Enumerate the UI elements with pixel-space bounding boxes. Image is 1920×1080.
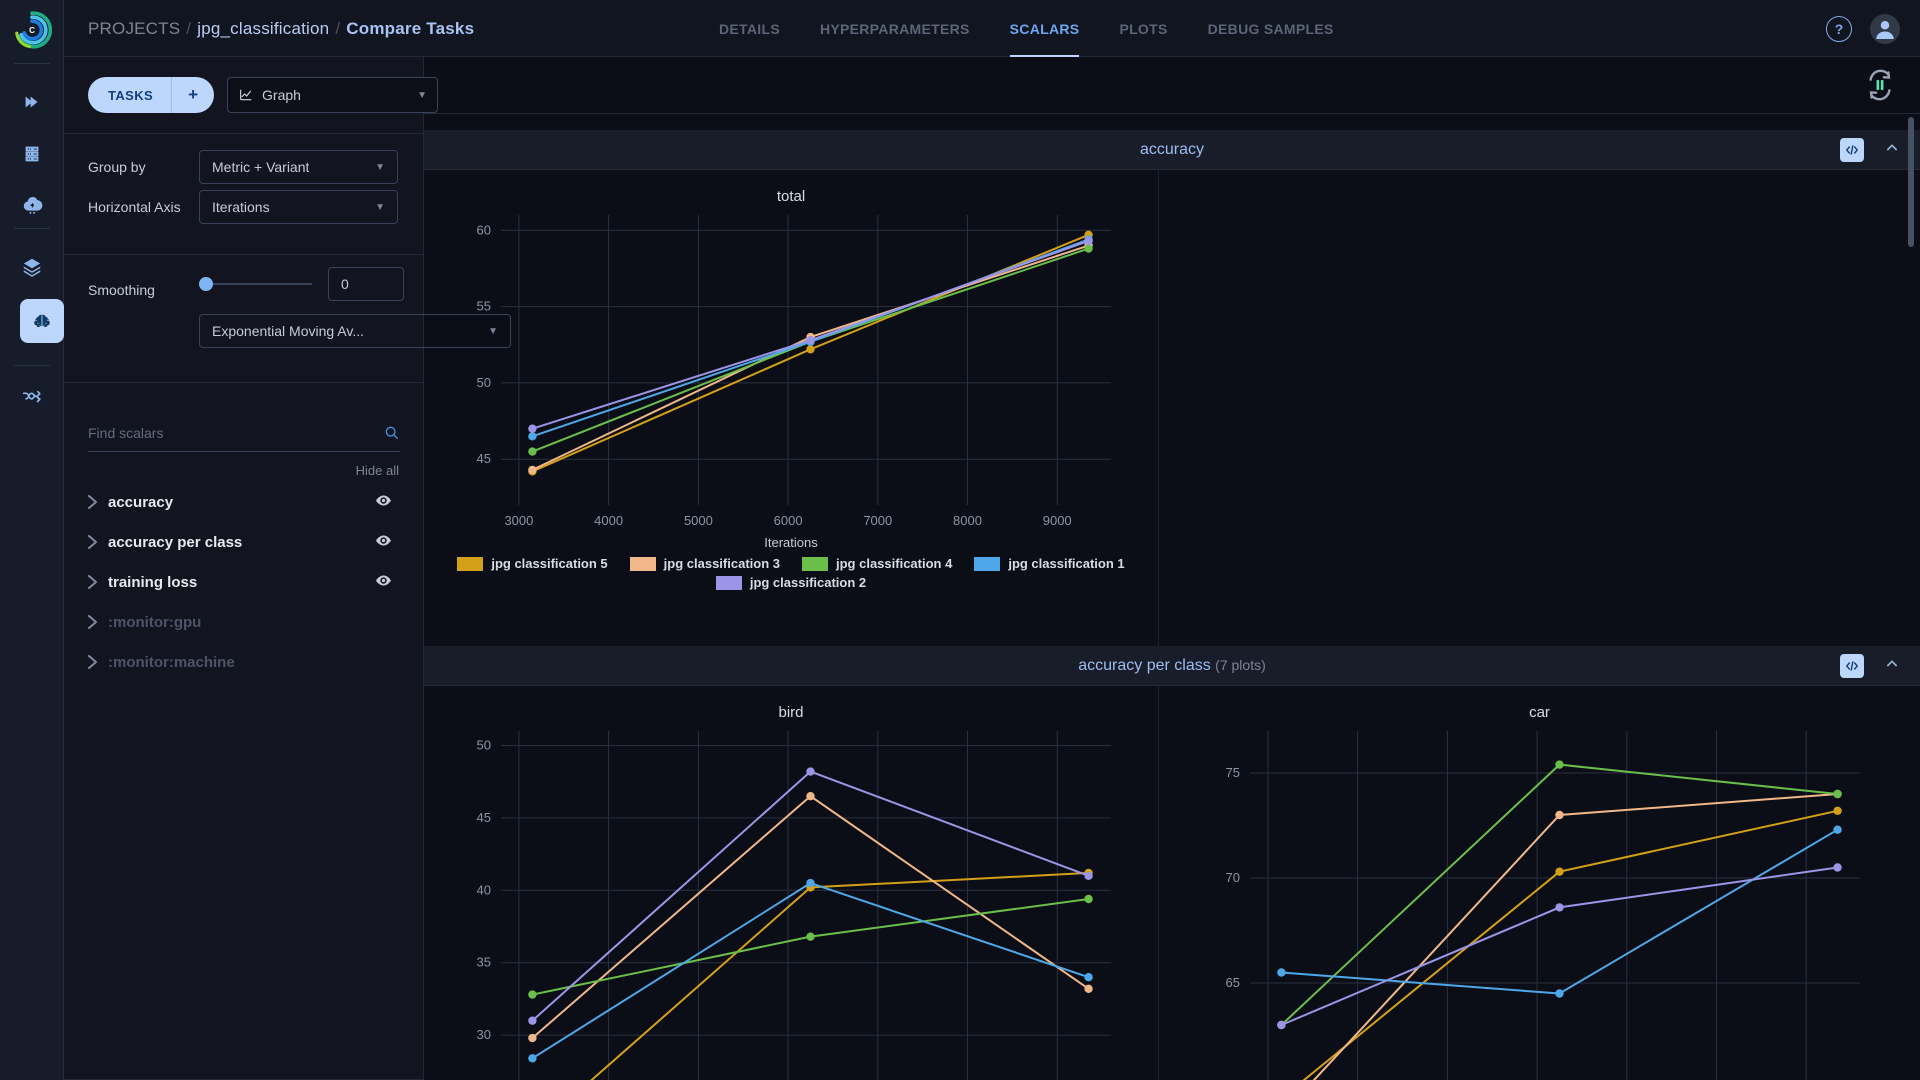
svg-text:35: 35 xyxy=(477,955,491,970)
svg-text:50: 50 xyxy=(477,738,491,753)
svg-text:7000: 7000 xyxy=(863,513,892,528)
svg-text:8000: 8000 xyxy=(953,513,982,528)
svg-text:70: 70 xyxy=(1225,870,1239,885)
svg-text:75: 75 xyxy=(1225,765,1239,780)
svg-text:40: 40 xyxy=(477,882,491,897)
svg-text:45: 45 xyxy=(477,810,491,825)
svg-text:55: 55 xyxy=(477,299,491,314)
svg-text:30: 30 xyxy=(477,1027,491,1042)
svg-text:60: 60 xyxy=(477,222,491,237)
svg-text:50: 50 xyxy=(477,375,491,390)
svg-text:6000: 6000 xyxy=(774,513,803,528)
svg-text:45: 45 xyxy=(477,451,491,466)
svg-text:4000: 4000 xyxy=(594,513,623,528)
svg-text:9000: 9000 xyxy=(1043,513,1072,528)
svg-text:5000: 5000 xyxy=(684,513,713,528)
svg-text:3000: 3000 xyxy=(504,513,533,528)
svg-text:C: C xyxy=(29,26,35,35)
svg-text:65: 65 xyxy=(1225,975,1239,990)
